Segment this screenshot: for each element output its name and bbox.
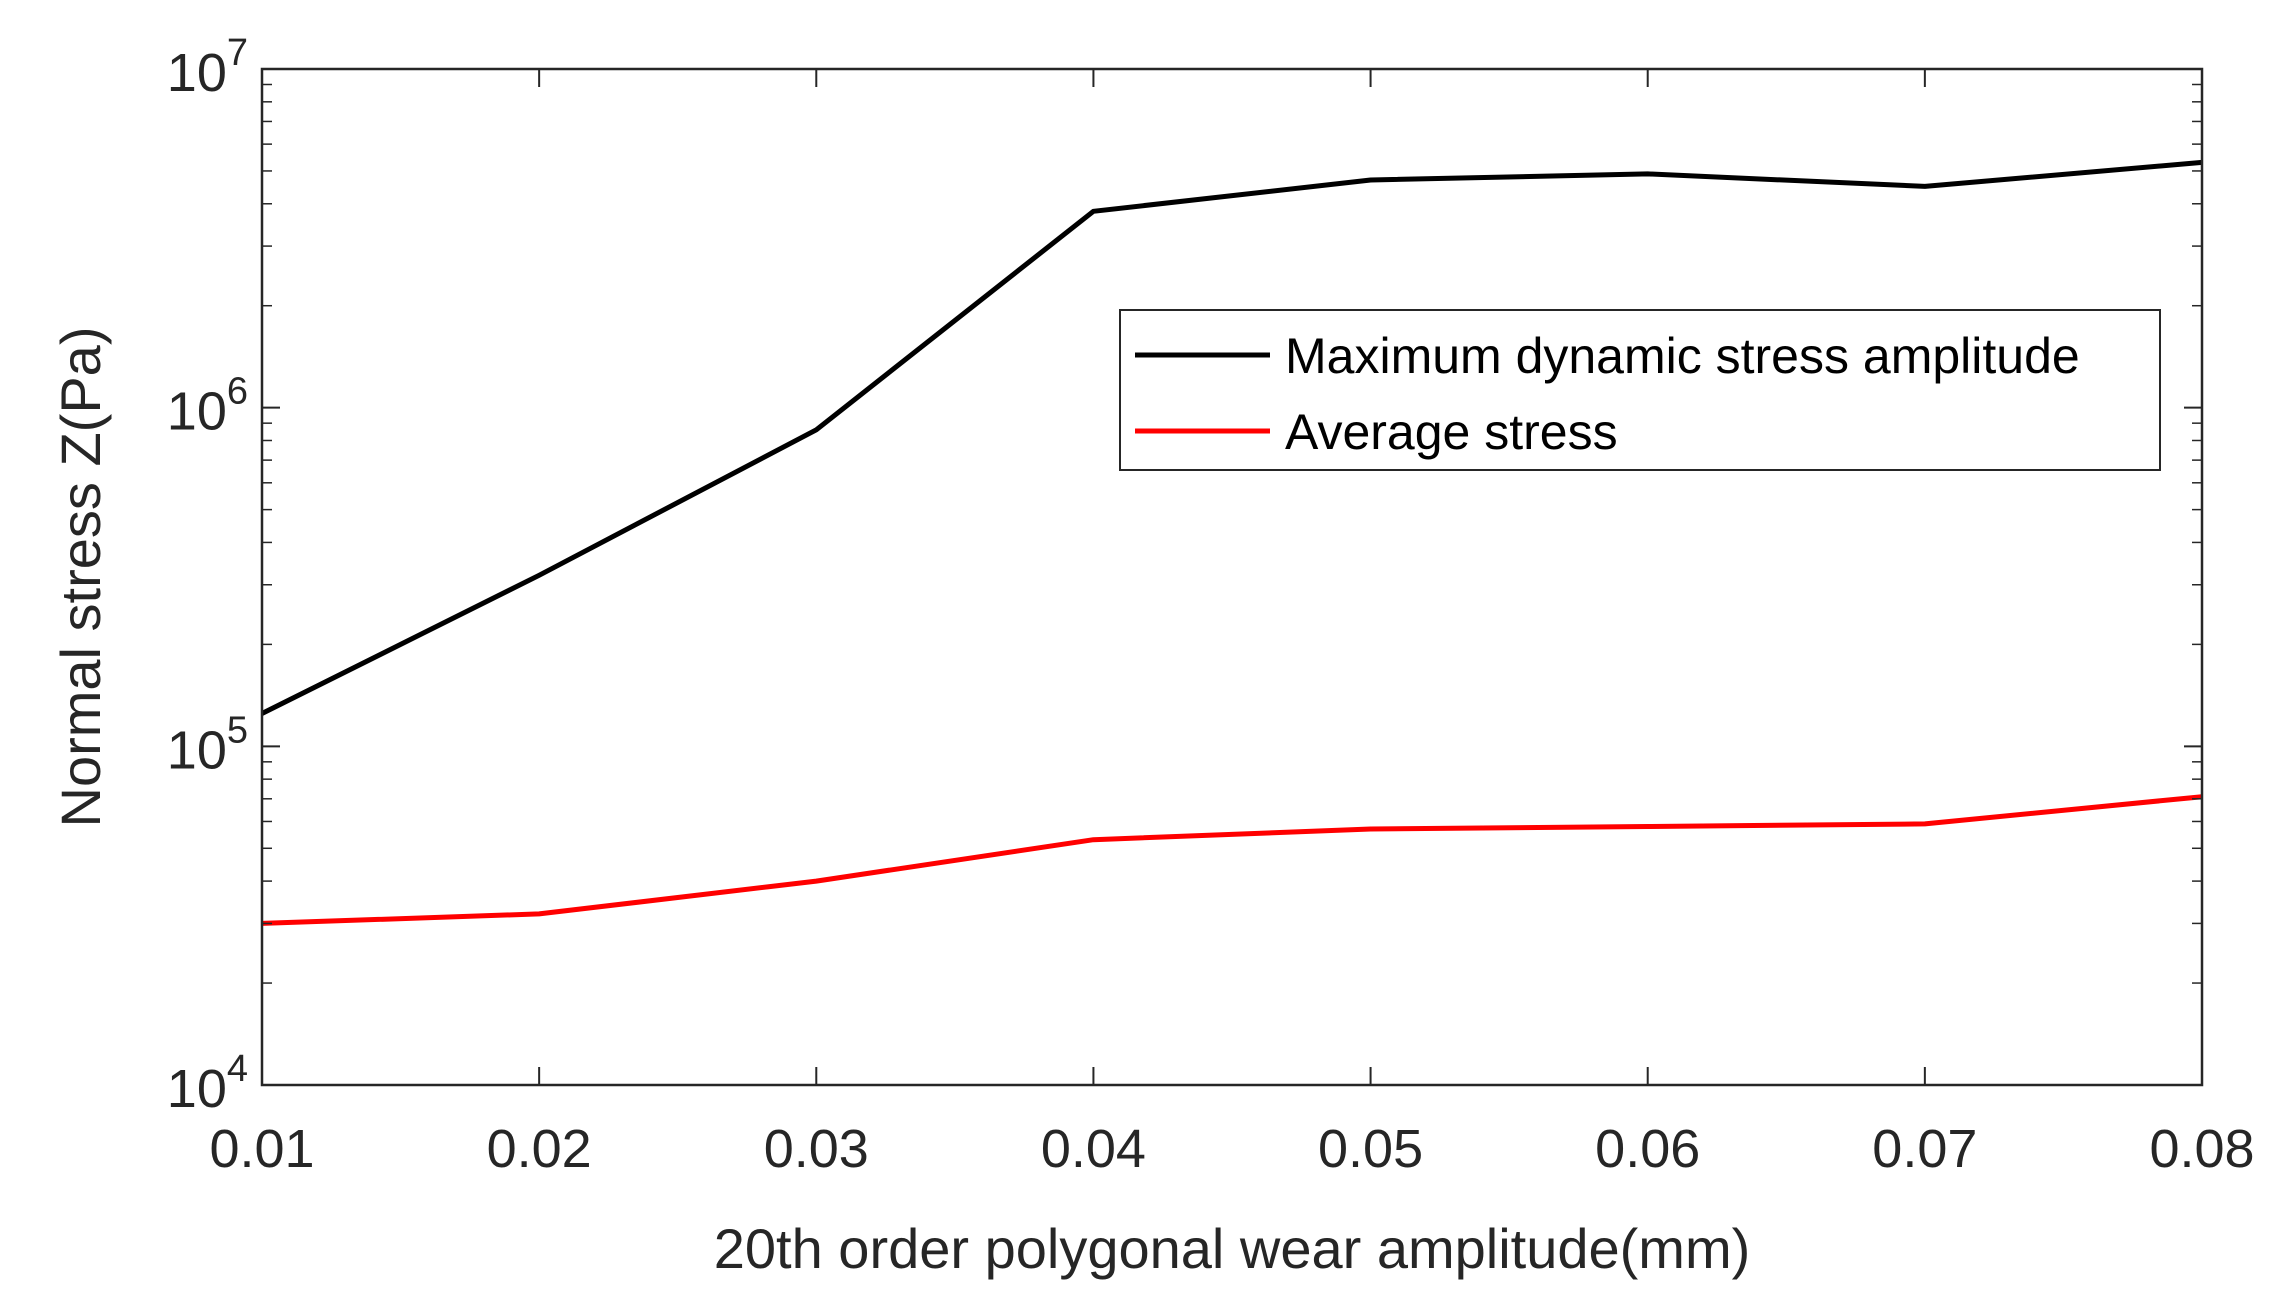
- legend-label: Average stress: [1285, 404, 1618, 460]
- legend-label: Maximum dynamic stress amplitude: [1285, 328, 2080, 384]
- y-tick-label: 107: [167, 32, 248, 103]
- x-tick-label: 0.01: [209, 1119, 314, 1179]
- y-tick-label: 104: [167, 1048, 248, 1119]
- series-line-2: [261, 794, 2203, 926]
- x-tick-label: 0.06: [1595, 1119, 1700, 1179]
- x-tick-label: 0.07: [1872, 1119, 1977, 1179]
- x-tick-label: 0.08: [2149, 1119, 2254, 1179]
- y-tick-label: 106: [167, 371, 248, 442]
- x-tick-label: 0.05: [1318, 1119, 1423, 1179]
- x-tick-label: 0.02: [487, 1119, 592, 1179]
- legend-box: [1119, 309, 2161, 471]
- legend: Maximum dynamic stress amplitude Average …: [1119, 309, 2161, 471]
- y-axis-title: Normal stress Z(Pa): [49, 327, 112, 828]
- axes-box: [260, 67, 2204, 1087]
- x-tick-label: 0.04: [1041, 1119, 1146, 1179]
- x-axis-title: 20th order polygonal wear amplitude(mm): [714, 1217, 1751, 1280]
- series-line-1: [260, 159, 2203, 716]
- y-tick-label: 105: [167, 709, 248, 780]
- axes-layer: 0.01 0.02 0.03 0.04 0.05 0.06 0.07 0.08 104 105 10…: [167, 32, 2255, 1179]
- x-tick-label: 0.03: [764, 1119, 869, 1179]
- series-layer: [260, 159, 2203, 926]
